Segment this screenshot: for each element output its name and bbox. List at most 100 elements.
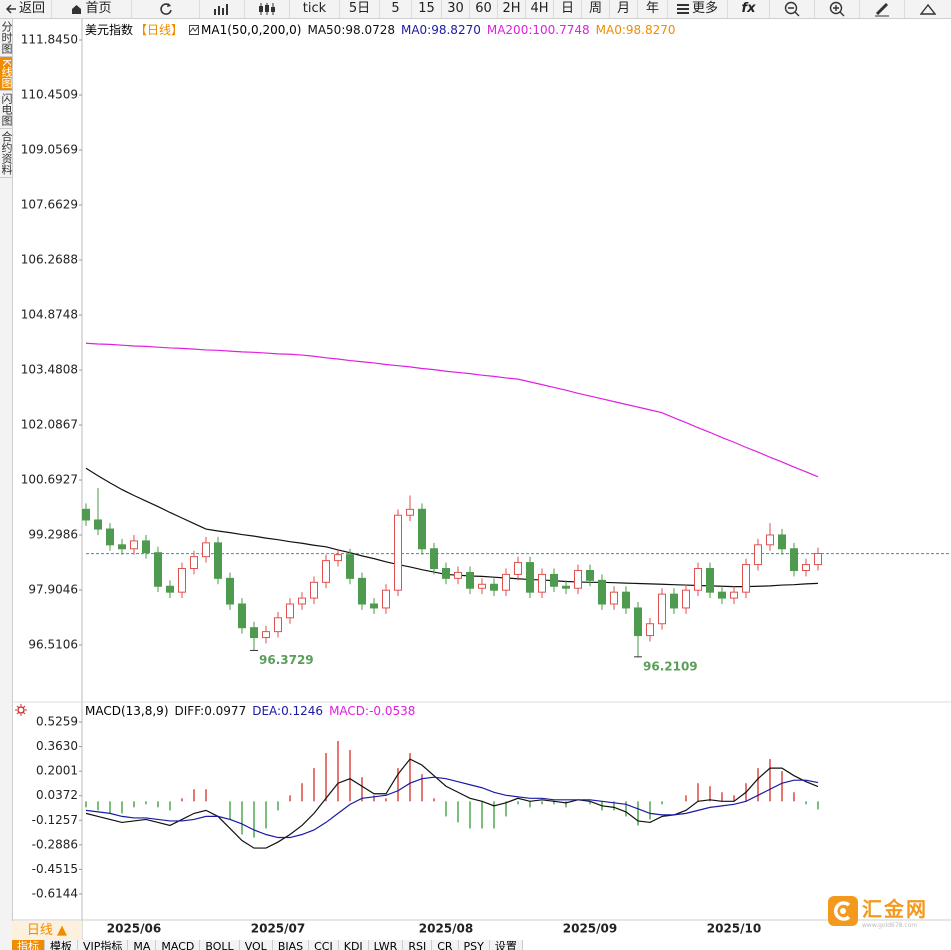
indicator-tab[interactable]: 指标 — [12, 940, 45, 950]
sidebar-tab[interactable]: K线图 — [0, 57, 13, 92]
period-button[interactable]: 30 — [442, 0, 470, 18]
x-tick-label: 2025/06 — [107, 922, 161, 936]
period-button[interactable]: 15 — [412, 0, 442, 18]
legend-entry: MA0:98.8270 — [595, 22, 676, 37]
back-button[interactable]: 返回 — [0, 0, 52, 18]
sidebar: 分时图 K线图 闪电图 合约资料 — [0, 19, 13, 950]
triangle-icon — [920, 3, 936, 15]
indicator-tab[interactable]: VIP指标 — [78, 940, 129, 950]
period-button[interactable]: 月 — [610, 0, 638, 18]
candle-icon — [259, 3, 275, 15]
period-button[interactable]: 日 — [554, 0, 582, 18]
candle-body — [418, 508, 426, 550]
label: 更多 — [691, 1, 718, 16]
period-button[interactable]: 4H — [526, 0, 554, 18]
candle-body — [550, 573, 558, 587]
sidebar-tab[interactable]: 合约资料 — [0, 129, 13, 179]
period-selector[interactable]: 日线 ▲ — [12, 921, 82, 940]
candle-body — [490, 583, 498, 591]
y-tick-label: 104.8748 — [21, 308, 78, 322]
candle-body — [442, 568, 450, 579]
candle-body — [430, 548, 438, 570]
dea-line — [85, 776, 819, 839]
x-tick-label: 2025/09 — [563, 922, 617, 936]
indicator-tab[interactable]: VOL — [239, 940, 273, 950]
refresh-icon — [159, 3, 172, 15]
candle-body — [706, 568, 714, 593]
y-tick-label: 103.4808 — [21, 363, 78, 377]
indicator[interactable]: MA1(50,0,200,0) — [189, 23, 301, 37]
candle-body — [802, 564, 810, 571]
candle-body — [814, 553, 822, 566]
indicator-tab[interactable]: PSY — [458, 940, 490, 950]
candle-body — [454, 571, 462, 579]
zoom-in-button[interactable] — [815, 0, 860, 18]
bar-chart-button[interactable] — [200, 0, 245, 18]
candle-body — [742, 564, 750, 593]
x-tick-label: 2025/07 — [251, 922, 305, 936]
period-button[interactable]: 2H — [498, 0, 526, 18]
y-tick-label: 107.6629 — [21, 198, 78, 212]
indicator-tab[interactable]: LWR — [368, 940, 404, 950]
y-tick-label: -0.2886 — [32, 837, 78, 851]
candle-body — [226, 577, 234, 605]
draw-button[interactable] — [860, 0, 905, 18]
candle-body — [250, 627, 258, 639]
x-tick-label: 2025/08 — [419, 922, 473, 936]
indicator-tab[interactable]: BIAS — [272, 940, 310, 950]
low-label: 96.2109 — [643, 659, 698, 673]
y-tick-label: -0.4515 — [32, 862, 78, 876]
indicator-tab[interactable]: MA — [128, 940, 157, 950]
candle-body — [166, 585, 174, 593]
period-button[interactable]: 周 — [582, 0, 610, 18]
candle-body — [358, 577, 366, 605]
candle-body — [298, 597, 306, 605]
candle-body — [574, 569, 582, 589]
candle-body — [610, 591, 618, 605]
indicator-tab[interactable]: 设置 — [489, 940, 523, 950]
legend-entry: DEA:0.1246 — [252, 704, 324, 718]
y-tick-label: 99.2986 — [28, 528, 78, 542]
indicator-tab[interactable]: KDJ — [338, 940, 369, 950]
indicator-tab[interactable]: BOLL — [200, 940, 240, 950]
collapse-button[interactable] — [905, 0, 951, 18]
candle-body — [586, 569, 594, 581]
candle-body — [646, 623, 654, 637]
candle-body — [466, 571, 474, 589]
settings-icon[interactable] — [14, 703, 28, 717]
candle-body — [622, 591, 630, 609]
ma-line — [85, 342, 819, 478]
period-button[interactable]: 5 — [380, 0, 412, 18]
period-button[interactable]: tick — [290, 0, 340, 18]
sidebar-tab[interactable]: 分时图 — [0, 19, 13, 57]
candle-button[interactable] — [245, 0, 290, 18]
zoom-out-button[interactable] — [770, 0, 815, 18]
legend-entry: MA50:98.0728 — [307, 22, 395, 37]
refresh-button[interactable] — [132, 0, 200, 18]
period-button[interactable]: 5日 — [340, 0, 380, 18]
candle-body — [178, 568, 186, 593]
candle-body — [478, 583, 486, 589]
legend-entry: MA200:100.7748 — [486, 22, 590, 37]
indicator-icon — [189, 24, 200, 35]
candle-body — [382, 589, 390, 609]
indicator-tab[interactable]: MACD — [156, 940, 201, 950]
period: 【日线】 — [135, 23, 184, 37]
formula-button[interactable]: fx — [728, 0, 770, 18]
candle-body — [322, 560, 330, 583]
candle-body — [730, 591, 738, 599]
period-button[interactable]: 60 — [470, 0, 498, 18]
zoom-out-icon — [784, 1, 800, 17]
candle-body — [370, 603, 378, 609]
sidebar-tab[interactable]: 闪电图 — [0, 91, 13, 130]
period-button[interactable]: 年 — [638, 0, 668, 18]
indicator-tab[interactable]: 模板 — [45, 940, 78, 950]
more-button[interactable]: 更多 — [668, 0, 728, 18]
y-tick-label: 109.0569 — [21, 143, 78, 157]
pen-icon — [875, 2, 889, 17]
home-button[interactable]: 首页 — [52, 0, 132, 18]
indicator-tab[interactable]: RSI — [403, 940, 433, 950]
y-tick-label: 100.6927 — [21, 473, 78, 487]
indicator-tab[interactable]: CR — [432, 940, 459, 950]
indicator-tab[interactable]: CCI — [309, 940, 339, 950]
